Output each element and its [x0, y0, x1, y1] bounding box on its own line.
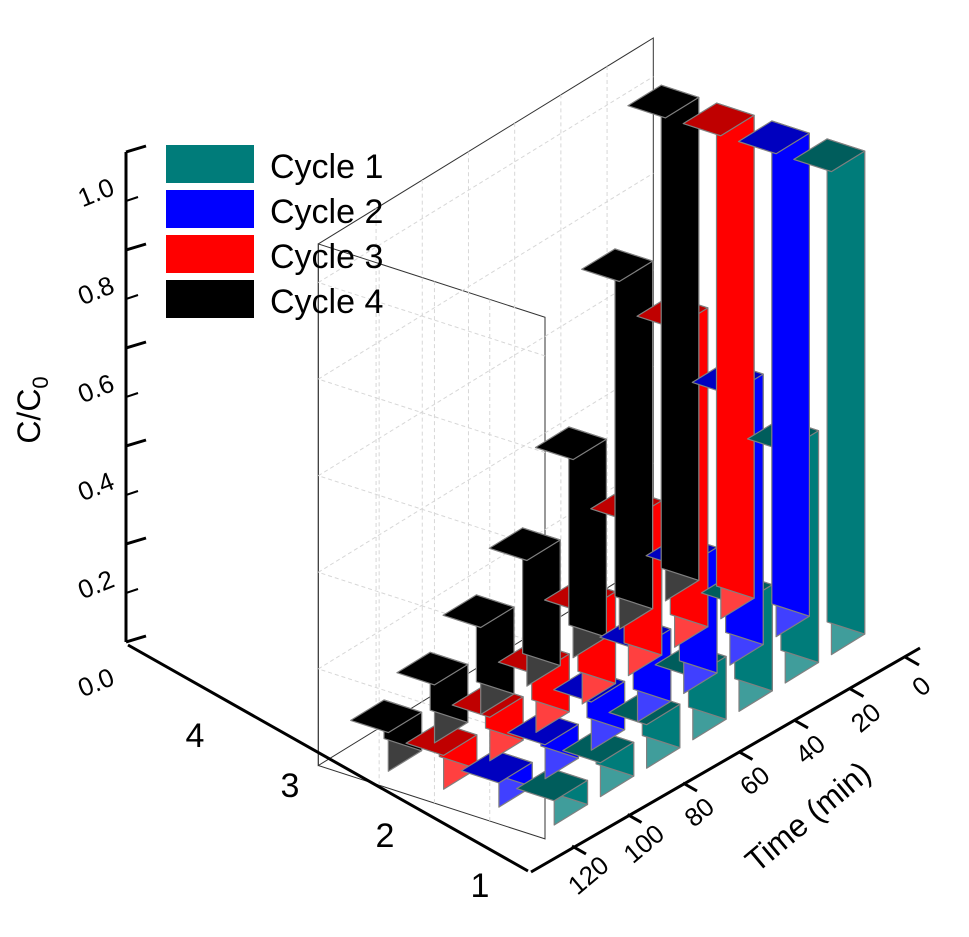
time-tick-label: 0 [906, 670, 936, 702]
cycle-tick-label: 2 [376, 817, 395, 855]
time-tick [626, 813, 643, 824]
bar-side-face [715, 102, 755, 599]
time-tick [793, 718, 809, 730]
time-tick [904, 655, 920, 667]
y-tick [125, 340, 147, 350]
bar [793, 138, 866, 656]
time-axis [530, 646, 921, 874]
bar-top-face [737, 120, 811, 155]
time-tick [848, 687, 865, 698]
cycle-tick-label: 3 [281, 767, 300, 805]
y-minor-tick [125, 588, 139, 594]
time-tick-label: 120 [562, 850, 615, 901]
y-tick-label: 0.2 [73, 564, 118, 605]
legend-swatch [166, 190, 254, 228]
gridline [318, 378, 546, 453]
bar-top-face [350, 699, 423, 734]
gridline [318, 269, 654, 477]
time-tick [737, 750, 754, 761]
bar-top-face [534, 426, 608, 461]
y-minor-tick [125, 196, 139, 202]
chart-walls [317, 37, 654, 840]
y-tick [125, 144, 147, 154]
bar [581, 248, 654, 630]
bars [350, 84, 866, 826]
bar-side-face [771, 120, 811, 617]
legend-label: Cycle 1 [270, 148, 383, 186]
cycle-tick-label: 4 [186, 717, 205, 755]
bar-top-face [627, 84, 700, 119]
bar-top-face [488, 527, 561, 562]
y-tick [125, 242, 147, 252]
time-tick-label: 80 [678, 791, 719, 833]
time-tick [571, 844, 587, 856]
gridline [318, 365, 654, 573]
bar-top-face [581, 248, 654, 283]
gridline [318, 571, 546, 647]
legend: Cycle 1 Cycle 2 Cycle 3 Cycle 4 [166, 145, 383, 321]
time-tick-label: 40 [789, 728, 830, 770]
y-tick [125, 536, 147, 546]
y-tick [125, 634, 147, 644]
bar [460, 749, 533, 808]
gridline [318, 172, 654, 380]
y-tick-label: 0.0 [73, 662, 118, 703]
bar [737, 120, 811, 638]
bar [488, 527, 561, 687]
legend-label: Cycle 3 [270, 238, 383, 276]
bar-top-face [793, 138, 866, 173]
y-minor-tick [125, 490, 139, 496]
gridline [318, 282, 546, 357]
y-tick-label: 1.0 [73, 172, 118, 213]
bar [442, 594, 515, 716]
chart-axes [124, 144, 921, 874]
bar-top-face [515, 767, 589, 802]
bar-side-face [660, 84, 700, 582]
legend-swatch [166, 145, 254, 183]
y-tick-label: 0.4 [73, 466, 118, 507]
bar-top-face [442, 594, 515, 629]
bar [350, 699, 423, 772]
time-tick-label: 20 [845, 697, 886, 739]
y-tick-label: 0.8 [73, 270, 118, 311]
legend-swatch [166, 235, 254, 273]
y-axis-title-subscript: 0 [28, 376, 53, 388]
y-minor-tick [125, 294, 139, 300]
bar-top-face [682, 102, 755, 137]
bar-top-face [460, 749, 533, 784]
cycle-tick-label: 1 [471, 867, 490, 905]
time-tick-label: 60 [734, 760, 775, 802]
y-tick-label: 0.6 [73, 368, 118, 409]
y-tick [125, 438, 147, 448]
y-minor-tick [125, 392, 139, 398]
cycle-axis [127, 643, 529, 873]
gridline [318, 462, 654, 670]
gridline [318, 76, 654, 283]
y-axis-title: C/C0 [11, 376, 53, 443]
time-tick-label: 100 [617, 818, 670, 869]
legend-label: Cycle 4 [270, 283, 383, 321]
bar [682, 102, 755, 620]
bar [627, 84, 700, 602]
gridline [318, 475, 546, 550]
legend-label: Cycle 2 [270, 193, 383, 231]
bar-top-face [396, 651, 469, 686]
legend-swatch [166, 280, 254, 318]
bar-side-face [826, 138, 866, 635]
time-tick [682, 781, 698, 793]
